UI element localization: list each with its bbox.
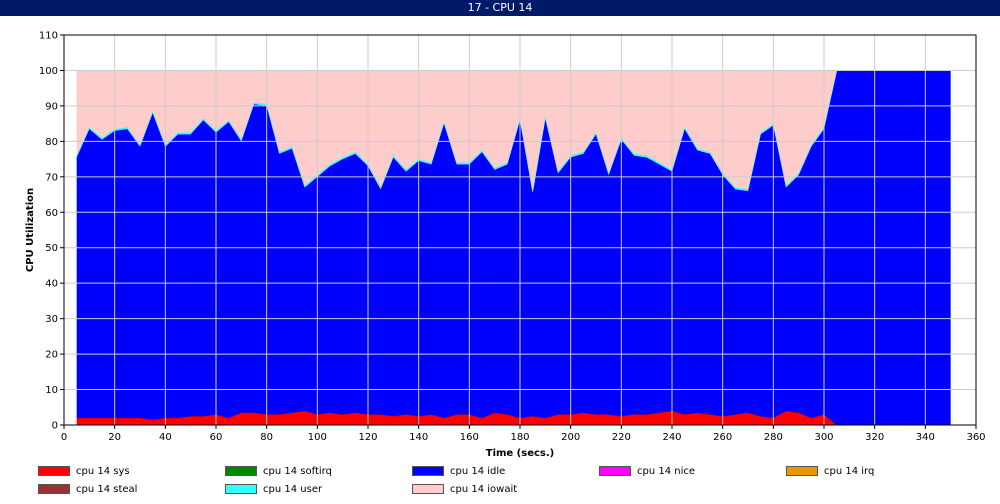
legend-swatch — [38, 466, 70, 476]
legend-item-cpu-14-nice: cpu 14 nice — [599, 465, 695, 479]
x-tick-label: 40 — [159, 432, 172, 443]
y-tick-label: 40 — [45, 279, 58, 290]
y-tick-label: 20 — [45, 350, 58, 361]
legend-swatch — [786, 466, 818, 476]
x-tick-label: 220 — [612, 432, 631, 443]
x-tick-label: 100 — [308, 432, 327, 443]
y-tick-label: 90 — [45, 101, 58, 112]
legend-swatch — [599, 466, 631, 476]
legend-item-cpu-14-sys: cpu 14 sys — [38, 465, 130, 479]
x-tick-label: 240 — [662, 432, 681, 443]
x-tick-label: 320 — [865, 432, 884, 443]
x-tick-label: 160 — [460, 432, 479, 443]
chart-svg: 0 20 40 60 80 100 120 140 160 180 200 220 240 260 280 3… — [25, 31, 986, 460]
y-tick-label: 110 — [39, 31, 58, 42]
x-tick-label: 120 — [358, 432, 377, 443]
series-area-cpu-14-sys — [76, 410, 951, 425]
legend-swatch — [38, 484, 70, 494]
legend-label: cpu 14 user — [263, 484, 323, 495]
x-axis-label: Time (secs.) — [486, 448, 555, 459]
x-tick-label: 280 — [764, 432, 783, 443]
x-tick-label: 60 — [210, 432, 223, 443]
legend-swatch — [412, 466, 444, 476]
legend-swatch — [225, 484, 257, 494]
y-tick-label: 80 — [45, 137, 58, 148]
legend-label: cpu 14 sys — [76, 466, 130, 477]
legend-item-cpu-14-iowait: cpu 14 iowait — [412, 483, 517, 497]
legend-swatch — [225, 466, 257, 476]
x-tick-label: 0 — [61, 432, 67, 443]
legend-item-cpu-14-irq: cpu 14 irq — [786, 465, 874, 479]
x-tick-label: 140 — [409, 432, 428, 443]
y-tick-label: 10 — [45, 385, 58, 396]
y-tick-label: 100 — [39, 66, 58, 77]
y-tick-label: 0 — [52, 421, 58, 432]
y-tick-label: 50 — [45, 243, 58, 254]
y-tick-label: 70 — [45, 172, 58, 183]
legend-swatch — [412, 484, 444, 494]
legend-item-cpu-14-softirq: cpu 14 softirq — [225, 465, 332, 479]
x-tick-label: 200 — [561, 432, 580, 443]
legend-label: cpu 14 nice — [637, 466, 696, 477]
chart-legend: cpu 14 sys cpu 14 softirq cpu 14 idle cpu 1… — [0, 462, 1000, 504]
legend-item-cpu-14-idle: cpu 14 idle — [412, 465, 505, 479]
x-tick-label: 260 — [713, 432, 732, 443]
y-tick-label: 60 — [45, 208, 58, 219]
window-title: 17 - CPU 14 — [0, 0, 1000, 16]
y-tick-label: 30 — [45, 314, 58, 325]
x-tick-label: 80 — [260, 432, 273, 443]
legend-label: cpu 14 steal — [76, 484, 138, 495]
legend-item-cpu-14-steal: cpu 14 steal — [38, 483, 137, 497]
x-tick-label: 360 — [966, 432, 985, 443]
x-tick-label: 20 — [108, 432, 121, 443]
legend-label: cpu 14 irq — [824, 466, 875, 477]
legend-item-cpu-14-user: cpu 14 user — [225, 483, 322, 497]
y-axis-label: CPU Utilization — [25, 188, 36, 272]
series-area-cpu-14-iowait — [76, 70, 951, 191]
legend-label: cpu 14 iowait — [450, 484, 518, 495]
x-tick-label: 340 — [916, 432, 935, 443]
legend-label: cpu 14 idle — [450, 466, 506, 477]
x-tick-label: 180 — [510, 432, 529, 443]
cpu-utilization-chart: 0 20 40 60 80 100 120 140 160 180 200 220 240 260 280 3… — [0, 16, 1000, 462]
x-tick-label: 300 — [814, 432, 833, 443]
legend-label: cpu 14 softirq — [263, 466, 332, 477]
